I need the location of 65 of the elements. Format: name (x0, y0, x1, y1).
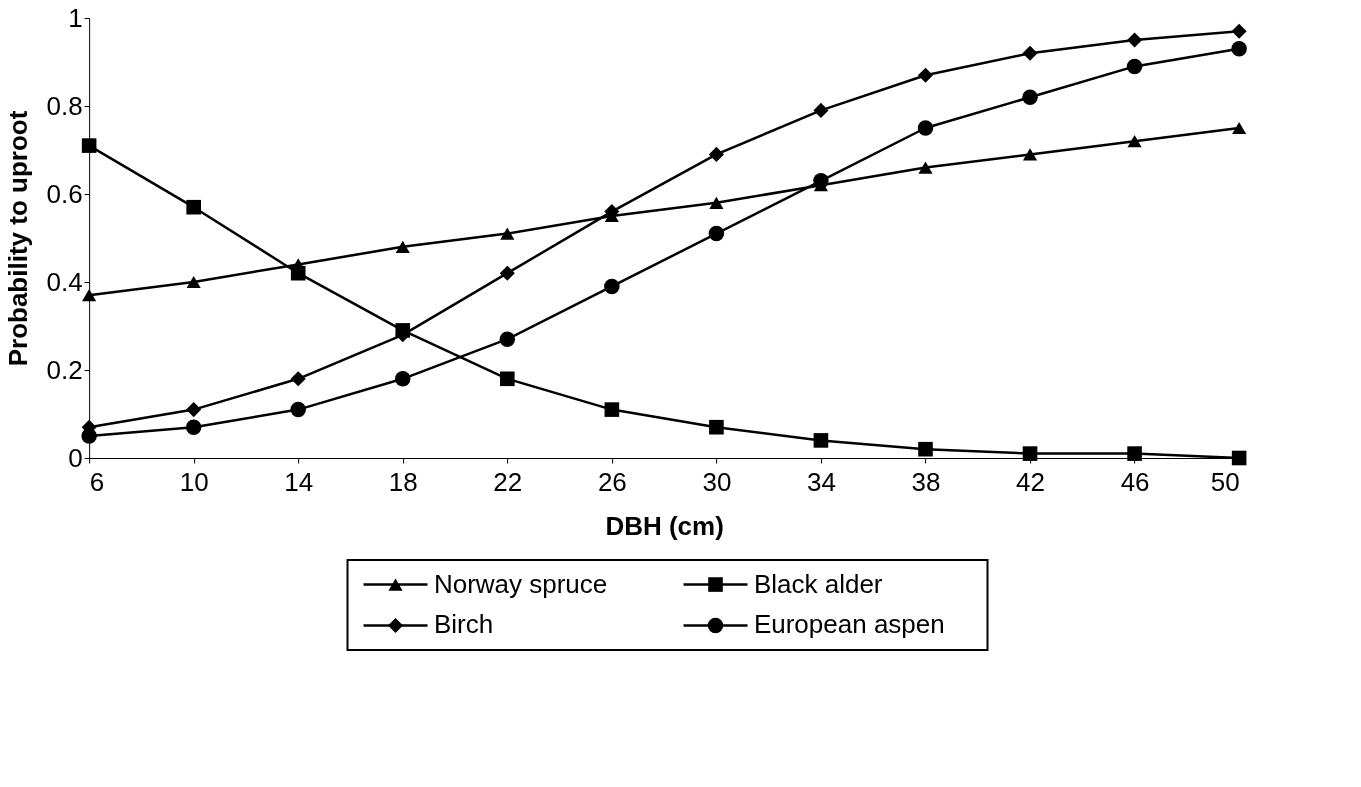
point (500, 371, 515, 387)
point (1022, 148, 1038, 161)
point (1127, 32, 1143, 48)
legend-label: Birch (433, 609, 494, 640)
point (499, 331, 516, 347)
point (81, 428, 97, 444)
point (708, 225, 725, 242)
x-tick-label: 42 (1016, 466, 1045, 497)
point (709, 196, 724, 209)
y-tick-label: 0.8 (46, 90, 83, 121)
y-tick-label: 0.2 (46, 354, 83, 385)
y-tick-label: 0 (68, 442, 83, 473)
point (1231, 450, 1247, 466)
point (1127, 135, 1142, 148)
y-tick-label: 0.4 (46, 266, 83, 297)
y-axis-title: Probability to uproot (3, 110, 34, 367)
y-tick-label: 1 (68, 2, 83, 33)
x-tick-label: 30 (702, 466, 732, 497)
point (290, 371, 306, 387)
point (290, 401, 306, 418)
legend-label: Black alder (753, 568, 883, 599)
x-tick-label: 50 (1210, 466, 1240, 497)
point (813, 102, 829, 118)
point (813, 433, 829, 448)
x-tick-label: 14 (284, 466, 314, 497)
point (185, 419, 202, 435)
point (604, 278, 620, 295)
x-tick-label: 46 (1120, 466, 1150, 497)
point (186, 199, 201, 215)
point (499, 265, 515, 281)
point (917, 67, 934, 83)
x-tick-label: 26 (597, 466, 627, 497)
point (186, 275, 201, 289)
point (1022, 45, 1038, 61)
x-tick-label: 10 (179, 466, 209, 497)
point (813, 173, 829, 189)
point (708, 146, 724, 162)
point (604, 402, 620, 417)
point (290, 265, 306, 281)
y-tick-label: 0.6 (46, 178, 83, 209)
point (918, 441, 933, 457)
legend-label: European aspen (753, 609, 945, 640)
point (1126, 58, 1143, 75)
point (500, 227, 515, 240)
x-tick-label: 22 (493, 466, 523, 497)
x-axis-title: DBH (cm) (605, 510, 724, 541)
point (1022, 446, 1038, 461)
point (918, 161, 933, 174)
x-tick-label: 38 (911, 466, 941, 497)
x-tick-label: 6 (89, 466, 105, 497)
x-tick-label: 34 (806, 466, 836, 497)
point (1231, 41, 1247, 57)
x-tick-label: 18 (388, 466, 418, 497)
point (395, 240, 410, 253)
point (395, 371, 411, 387)
point (917, 120, 934, 136)
legend-label: Norway spruce (433, 568, 608, 599)
point (1232, 121, 1247, 135)
point (1022, 89, 1038, 105)
point (81, 138, 97, 153)
point (82, 289, 97, 302)
point (1127, 446, 1142, 461)
point (186, 402, 202, 418)
point (1231, 23, 1247, 39)
point (709, 419, 724, 435)
